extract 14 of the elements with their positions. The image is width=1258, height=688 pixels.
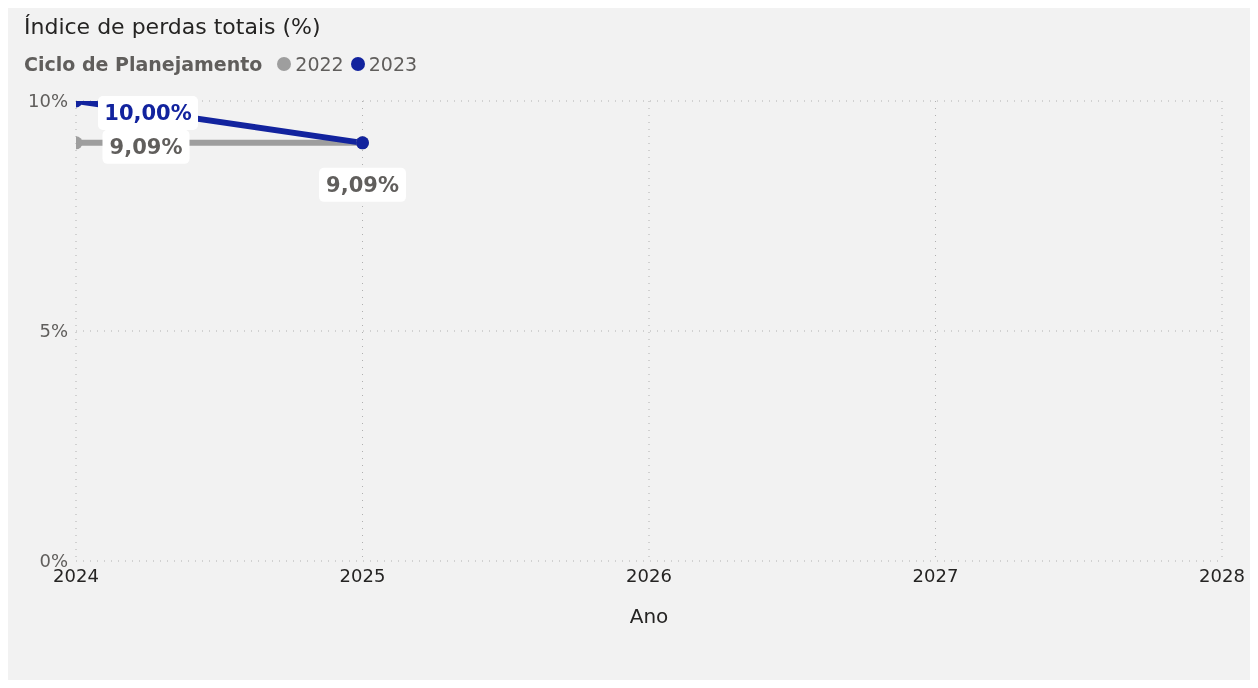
- y-tick-label: 5%: [39, 320, 68, 342]
- y-tick-label: 10%: [27, 90, 68, 112]
- data-label: 9,09%: [109, 134, 183, 159]
- legend-label: 2023: [368, 53, 418, 75]
- legend-label: 2022: [295, 53, 344, 75]
- legend-title: Ciclo de Planejamento: [24, 53, 263, 75]
- x-axis-title: Ano: [629, 604, 669, 628]
- x-tick-label: 2027: [912, 564, 959, 586]
- chart-title: Índice de perdas totais (%): [23, 13, 322, 39]
- x-tick-label: 2028: [1199, 564, 1245, 586]
- x-tick-label: 2026: [626, 564, 672, 586]
- data-label: 10,00%: [104, 101, 192, 125]
- data-label: 9,09%: [326, 172, 399, 197]
- x-tick-label: 2025: [339, 564, 386, 586]
